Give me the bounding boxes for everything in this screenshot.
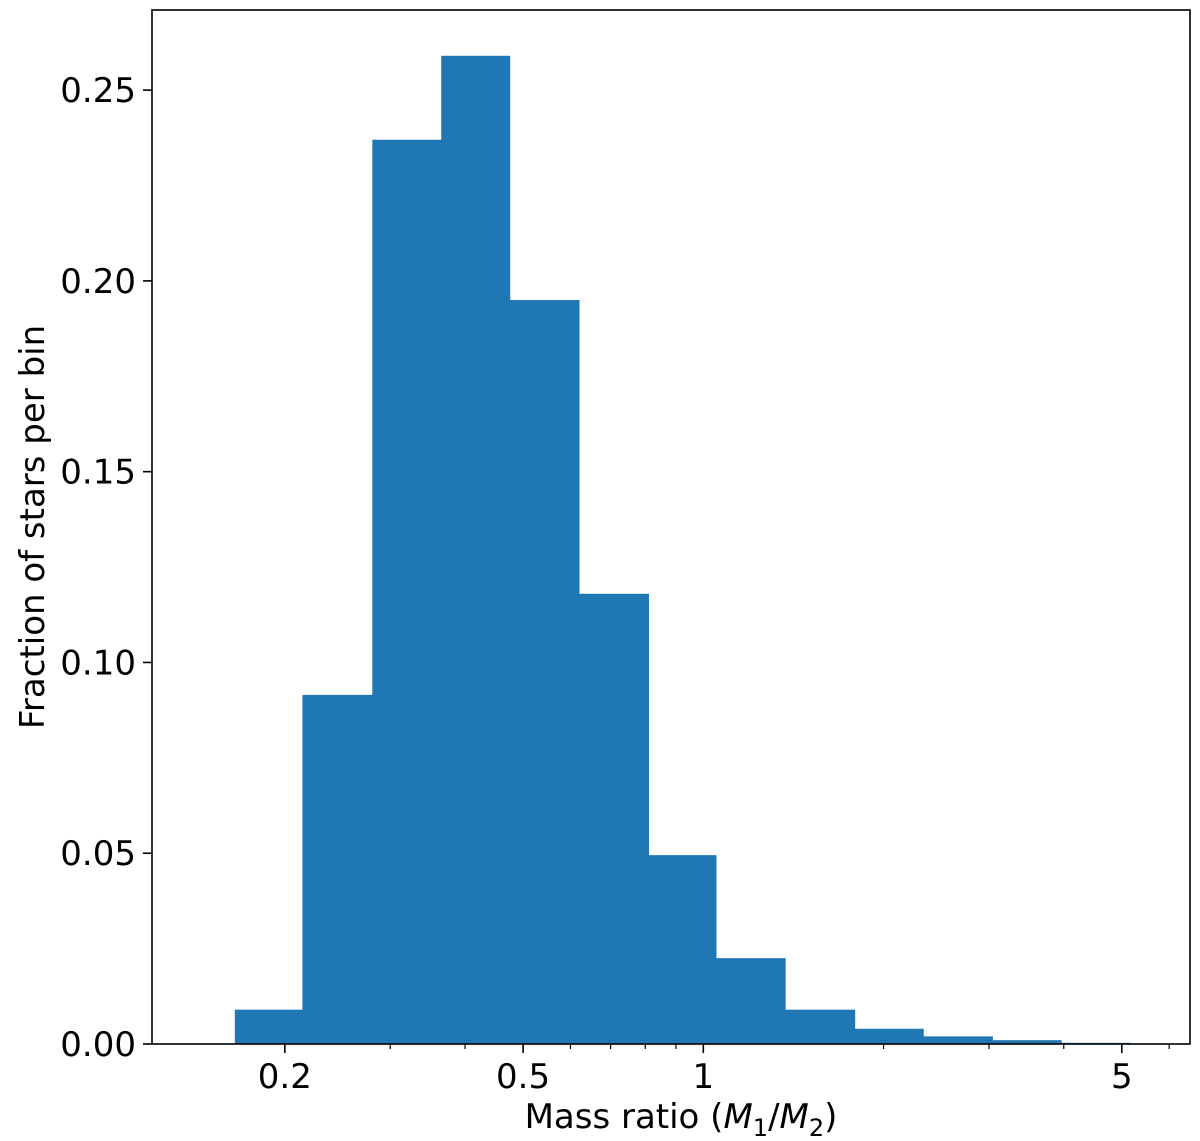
histogram-bar <box>648 855 717 1044</box>
histogram-bars <box>234 55 1131 1045</box>
histogram-bar <box>441 55 511 1045</box>
y-tick-label: 0.10 <box>60 643 136 683</box>
histogram-bar <box>854 1028 924 1044</box>
histogram-bar <box>715 958 786 1044</box>
histogram-bar <box>579 593 650 1044</box>
y-axis-label: Fraction of stars per bin <box>13 325 53 729</box>
histogram-bar <box>302 694 373 1044</box>
histogram-bar <box>785 1009 856 1044</box>
x-axis-label-m1: M <box>723 1097 752 1137</box>
x-axis-label-sub2: 2 <box>809 1114 824 1141</box>
histogram-bar <box>509 299 580 1044</box>
y-tick-label: 0.25 <box>60 71 136 111</box>
x-tick-label: 5 <box>1111 1057 1133 1097</box>
histogram-bar <box>372 139 442 1045</box>
x-tick-label: 0.5 <box>496 1057 550 1097</box>
x-tick-label: 0.2 <box>258 1057 312 1097</box>
y-tick-label: 0.20 <box>60 262 136 302</box>
x-axis-ticks: 0.2 0.5 1 5 <box>258 1044 1170 1097</box>
x-axis-label-suffix: ) <box>824 1097 837 1137</box>
y-tick-label: 0.05 <box>60 834 136 874</box>
x-axis-label-m2: M <box>780 1097 809 1137</box>
x-axis-label-sub1: 1 <box>753 1114 768 1141</box>
histogram-bar <box>234 1009 303 1044</box>
y-tick-label: 0.00 <box>60 1025 136 1065</box>
plot-frame <box>151 9 1191 1045</box>
x-axis-label: Mass ratio (M1/M2) <box>525 1097 838 1141</box>
histogram-bar <box>992 1040 1062 1044</box>
y-axis-ticks: 0.00 0.05 0.10 0.15 0.20 0.25 <box>60 71 152 1065</box>
histogram-bar <box>923 1036 993 1044</box>
x-axis-label-prefix: Mass ratio ( <box>525 1097 724 1137</box>
x-axis-label-slash: / <box>768 1097 780 1137</box>
x-tick-label: 1 <box>692 1057 714 1097</box>
y-tick-label: 0.15 <box>60 453 136 493</box>
